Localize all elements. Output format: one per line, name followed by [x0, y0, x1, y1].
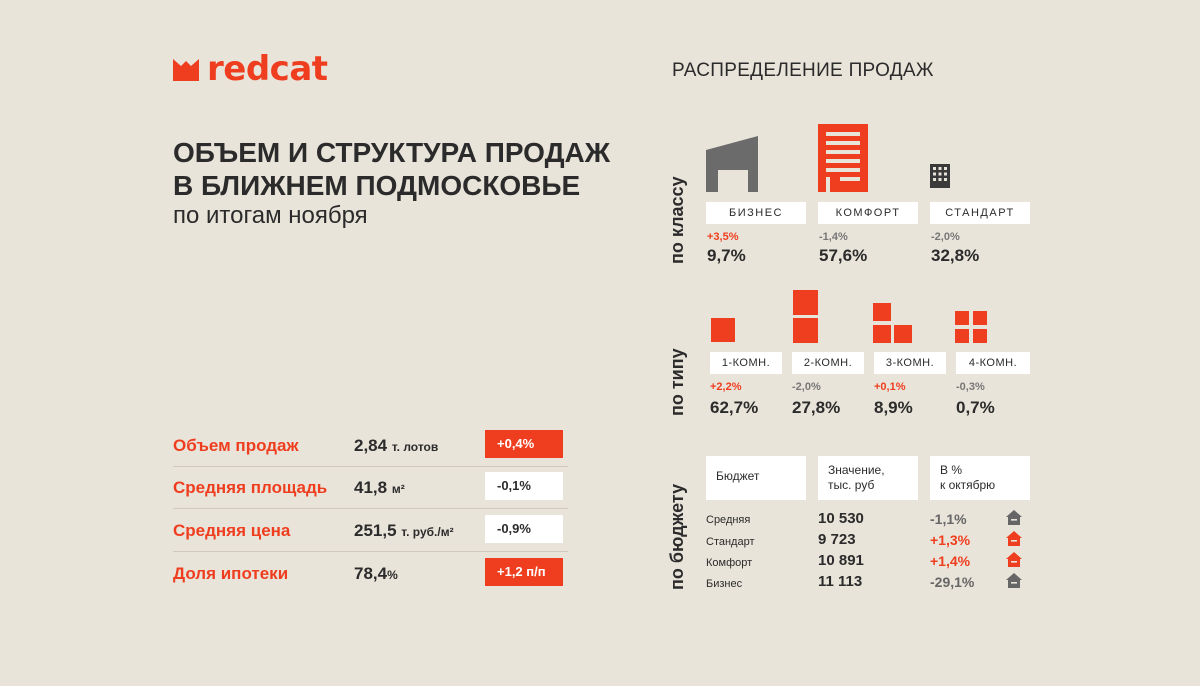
type-chip-1room: 1-КОМН.: [710, 352, 782, 374]
class-chip-standard: СТАНДАРТ: [930, 202, 1030, 224]
type-change: -2,0%: [792, 381, 821, 393]
metric-unit: т. руб./м²: [401, 525, 454, 539]
metric-value: 78,4%: [354, 564, 398, 583]
metric-label: Объем продаж: [173, 436, 299, 455]
standard-building-icon: [930, 164, 950, 188]
page-title-line1: ОБЪЕМ И СТРУКТУРА ПРОДАЖ: [173, 137, 611, 168]
budget-header-budget: Бюджет: [706, 456, 806, 500]
house-icon: [1006, 573, 1022, 588]
metric-row: Доля ипотеки 78,4% +1,2 п/п: [173, 552, 568, 594]
house-icon: [1006, 552, 1022, 567]
budget-row-value: 10 530: [818, 510, 864, 527]
type-chip-3room: 3-КОМН.: [874, 352, 946, 374]
metric-row: Средняя площадь 41,8 м² -0,1%: [173, 466, 568, 509]
budget-row-name: Комфорт: [706, 557, 753, 569]
brand-logo: redcat: [173, 52, 328, 86]
class-chip-business: БИЗНЕС: [706, 202, 806, 224]
type-change: +2,2%: [710, 381, 742, 393]
class-share: 57,6%: [819, 246, 868, 265]
business-building-icon: [706, 136, 758, 192]
by-budget-label: по бюджету: [667, 483, 687, 590]
page-title-line2: В БЛИЖНЕМ ПОДМОСКОВЬЕ: [173, 170, 581, 201]
budget-header-change: В % к октябрю: [930, 456, 1030, 500]
class-change: -1,4%: [819, 231, 848, 243]
budget-row-name: Средняя: [706, 514, 751, 526]
metric-value: 251,5 т. руб./м²: [354, 521, 454, 540]
budget-row-value: 9 723: [818, 531, 856, 548]
budget-header-value: Значение, тыс. руб: [818, 456, 918, 500]
brand-name: redcat: [207, 49, 328, 89]
type-change: +0,1%: [874, 381, 906, 393]
budget-row-change: -1,1%: [930, 511, 967, 527]
metric-row: Объем продаж 2,84 т. лотов +0,4%: [173, 424, 568, 467]
class-share: 9,7%: [707, 246, 746, 265]
comfort-building-icon: [818, 124, 868, 192]
by-class-label: по классу: [667, 176, 687, 264]
three-room-icon: [873, 303, 912, 343]
two-room-icon: [793, 290, 818, 343]
house-icon: [1006, 510, 1022, 525]
by-type-label: по типу: [667, 348, 687, 416]
house-icon: [1006, 531, 1022, 546]
type-chip-4room: 4-КОМН.: [956, 352, 1030, 374]
type-share: 62,7%: [710, 398, 759, 417]
budget-row-name: Стандарт: [706, 536, 755, 548]
type-chip-2room: 2-КОМН.: [792, 352, 864, 374]
page-title: ОБЪЕМ И СТРУКТУРА ПРОДАЖ В БЛИЖНЕМ ПОДМО…: [173, 136, 633, 202]
class-change: -2,0%: [931, 231, 960, 243]
class-chip-comfort: КОМФОРТ: [818, 202, 918, 224]
page-subtitle: по итогам ноября: [173, 202, 368, 229]
metric-change-badge: -0,1%: [485, 472, 563, 500]
budget-row-value: 10 891: [818, 552, 864, 569]
budget-row-change: +1,3%: [930, 532, 971, 548]
type-share: 8,9%: [874, 398, 913, 417]
type-share: 0,7%: [956, 398, 995, 417]
one-room-icon: [711, 318, 735, 342]
class-share: 32,8%: [931, 246, 980, 265]
distribution-title: РАСПРЕДЕЛЕНИЕ ПРОДАЖ: [672, 60, 934, 81]
class-change: +3,5%: [707, 231, 739, 243]
metric-unit: т. лотов: [391, 440, 439, 454]
type-change: -0,3%: [956, 381, 985, 393]
metric-unit: м²: [391, 482, 405, 496]
metric-change-badge: +1,2 п/п: [485, 558, 563, 586]
metric-unit: %: [387, 568, 398, 582]
metric-value: 41,8 м²: [354, 478, 405, 497]
budget-row-change: -29,1%: [930, 574, 975, 590]
metric-label: Средняя площадь: [173, 478, 328, 497]
budget-row-name: Бизнес: [706, 578, 743, 590]
four-room-icon: [955, 311, 987, 343]
metric-change-badge: -0,9%: [485, 515, 563, 543]
budget-row-change: +1,4%: [930, 553, 971, 569]
metric-value: 2,84 т. лотов: [354, 436, 439, 455]
metric-change-badge: +0,4%: [485, 430, 563, 458]
type-share: 27,8%: [792, 398, 841, 417]
budget-row-value: 11 113: [818, 573, 863, 590]
metric-label: Доля ипотеки: [173, 564, 289, 583]
redcat-logo-icon: [173, 59, 199, 81]
metric-label: Средняя цена: [173, 521, 291, 540]
metric-row: Средняя цена 251,5 т. руб./м² -0,9%: [173, 509, 568, 552]
